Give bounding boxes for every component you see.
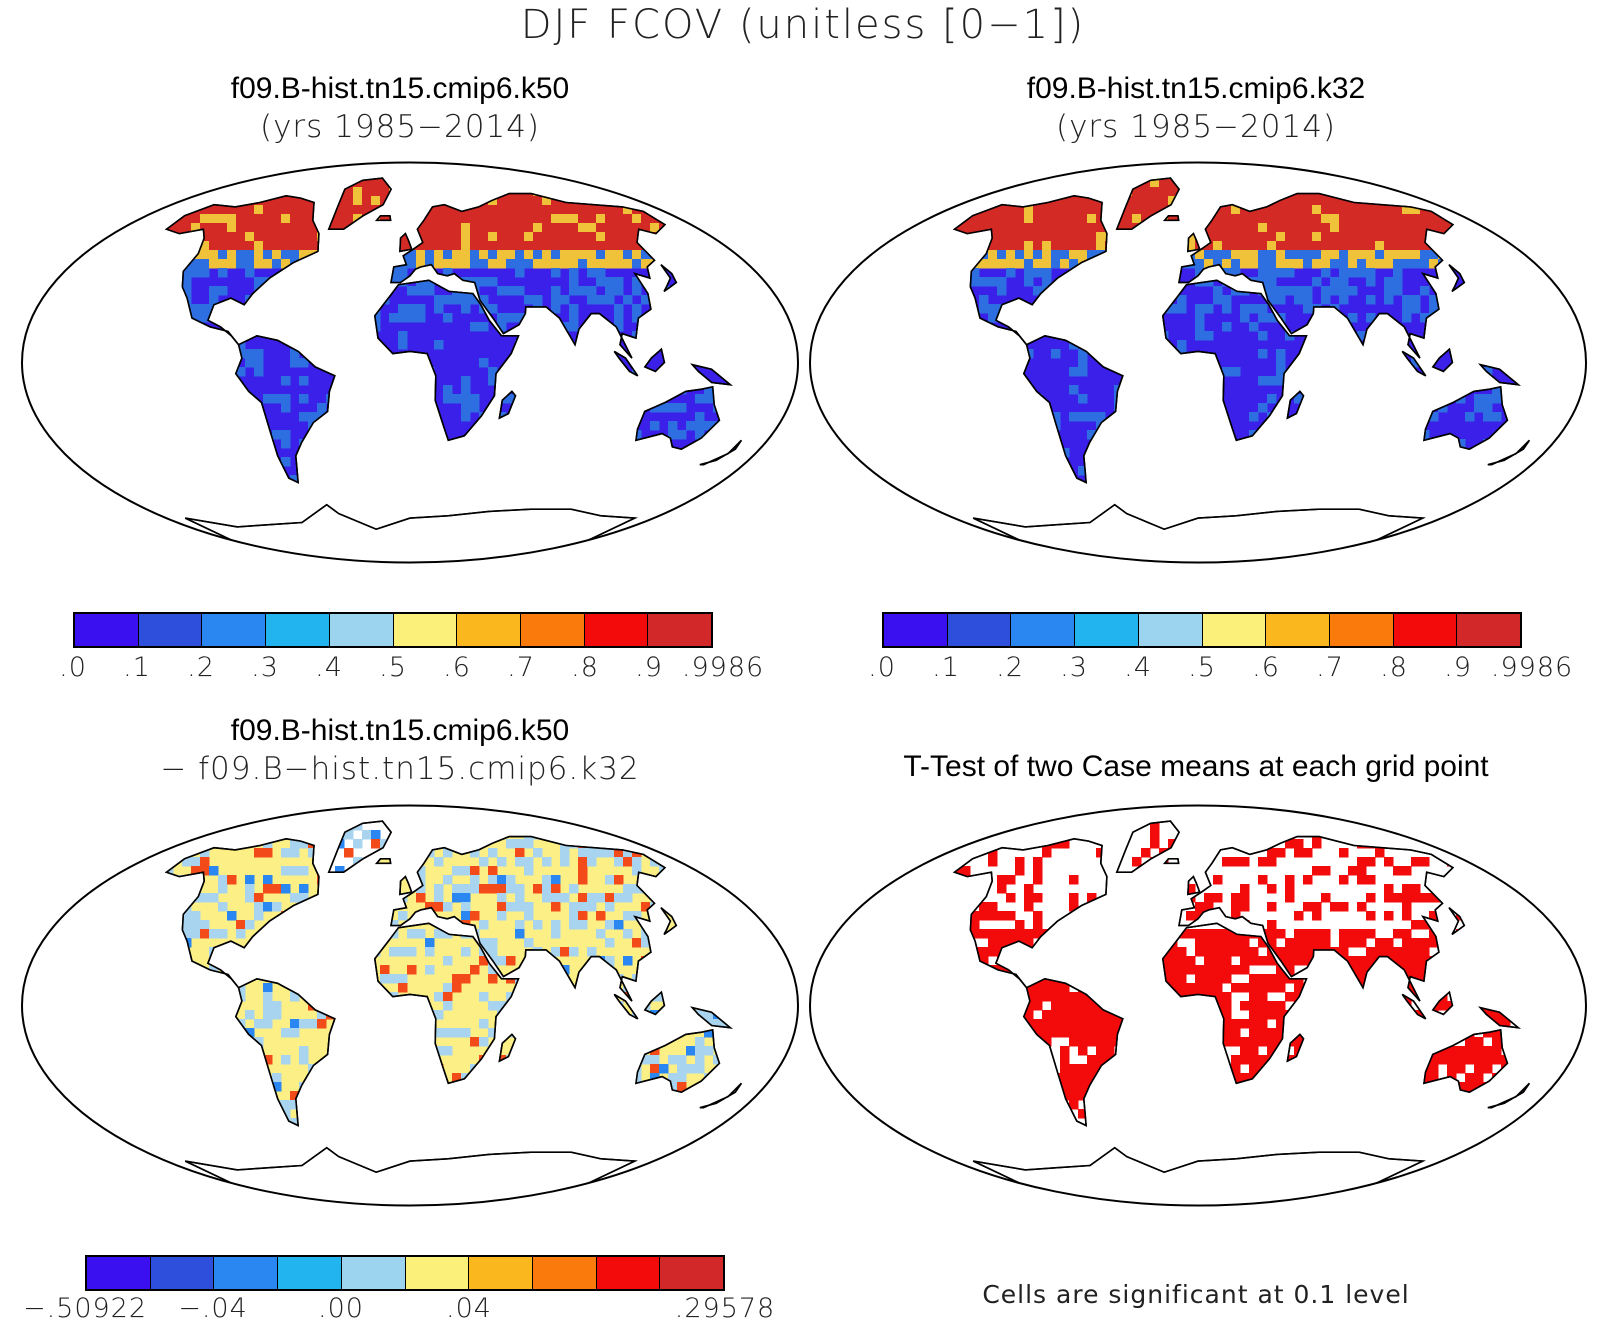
colorbar-tick-label: .2	[187, 652, 215, 683]
colorbar-tick-label: −.50922	[22, 1293, 148, 1324]
land-nz	[699, 1082, 743, 1109]
colorbar-tick-label: .29578	[674, 1293, 776, 1324]
colorbar-swatch	[138, 614, 203, 646]
colorbar-swatch	[660, 1257, 724, 1289]
colorbar-swatch	[648, 614, 712, 646]
colorbar-swatch	[393, 614, 458, 646]
colorbar-swatch	[469, 1257, 533, 1289]
map-k50	[21, 161, 799, 564]
colorbar-tick-label: .5	[379, 652, 407, 683]
colorbar-k50	[73, 612, 713, 648]
colorbar-swatch	[1457, 614, 1521, 646]
land-nz	[1487, 439, 1531, 466]
land-nz	[1487, 1082, 1531, 1109]
land-antarctica	[184, 503, 638, 563]
colorbar-tick-label: .4	[315, 652, 343, 683]
colorbar-k32-ticks: .0 .1 .2 .3 .4 .5 .6 .7 .8 .9 .9986	[868, 652, 1572, 686]
colorbar-tick-label: .3	[1060, 652, 1088, 683]
panel-k50-case-name: f09.B-hist.tn15.cmip6.k50	[230, 72, 570, 105]
colorbar-swatch	[214, 1257, 279, 1289]
colorbar-tick-label: .7	[1316, 652, 1344, 683]
colorbar-difference-ticks: −.50922 −.04 .00 .04 .29578	[23, 1293, 774, 1327]
map-frame	[809, 161, 1587, 564]
colorbar-tick-label: .00	[318, 1293, 364, 1324]
map-frame	[809, 804, 1587, 1207]
map-k32	[809, 161, 1587, 564]
colorbar-tick-label: .9	[635, 652, 663, 683]
panel-title-k32: f09.B-hist.tn15.cmip6.k32 (yrs 1985−2014…	[816, 70, 1576, 146]
colorbar-tick-label: .04	[446, 1293, 492, 1324]
panel-k50-years: (yrs 1985−2014)	[259, 109, 541, 145]
colorbar-swatch	[1011, 614, 1076, 646]
colorbar-tick-label: .9986	[681, 652, 765, 683]
colorbar-swatch	[1138, 614, 1203, 646]
colorbar-swatch	[1075, 614, 1139, 646]
panel-diff-case-b: − f09.B−hist.tn15.cmip6.k32	[160, 751, 640, 787]
colorbar-swatch	[1202, 614, 1267, 646]
colorbar-tick-label: .8	[571, 652, 599, 683]
panel-title-k50: f09.B-hist.tn15.cmip6.k50 (yrs 1985−2014…	[20, 70, 780, 146]
land-samerica	[1022, 335, 1124, 484]
colorbar-swatch	[75, 614, 139, 646]
panel-title-diff: f09.B-hist.tn15.cmip6.k50 − f09.B−hist.t…	[20, 712, 780, 788]
colorbar-swatch	[596, 1257, 661, 1289]
colorbar-swatch	[1329, 614, 1394, 646]
panel-k32-years: (yrs 1985−2014)	[1055, 109, 1337, 145]
colorbar-tick-label: .0	[868, 652, 896, 683]
colorbar-swatch	[341, 1257, 406, 1289]
colorbar-tick-label: .6	[443, 652, 471, 683]
colorbar-swatch	[457, 614, 521, 646]
colorbar-tick-label: −.04	[178, 1293, 248, 1324]
colorbar-swatch	[947, 614, 1012, 646]
colorbar-difference	[85, 1255, 725, 1291]
panel-k32-case-name: f09.B-hist.tn15.cmip6.k32	[1026, 72, 1366, 105]
land-antarctica	[972, 1146, 1426, 1206]
colorbar-tick-label: .0	[59, 652, 87, 683]
colorbar-swatch	[520, 614, 585, 646]
panel-diff-case-a: f09.B-hist.tn15.cmip6.k50	[230, 714, 570, 747]
colorbar-swatch	[405, 1257, 470, 1289]
colorbar-swatch	[150, 1257, 215, 1289]
land-antarctica	[972, 503, 1426, 563]
colorbar-tick-label: .9986	[1490, 652, 1574, 683]
map-difference	[21, 804, 799, 1207]
colorbar-tick-label: .9	[1444, 652, 1472, 683]
map-frame	[21, 161, 799, 564]
colorbar-tick-label: .2	[996, 652, 1024, 683]
colorbar-swatch	[87, 1257, 151, 1289]
colorbar-swatch	[202, 614, 267, 646]
colorbar-tick-label: .5	[1188, 652, 1216, 683]
land-nz	[699, 439, 743, 466]
colorbar-swatch	[884, 614, 948, 646]
colorbar-tick-label: .7	[507, 652, 535, 683]
map-frame	[21, 804, 799, 1207]
panel-title-ttest: T-Test of two Case means at each grid po…	[903, 750, 1489, 783]
colorbar-k50-ticks: .0 .1 .2 .3 .4 .5 .6 .7 .8 .9 .9986	[59, 652, 763, 686]
colorbar-swatch	[329, 614, 394, 646]
colorbar-swatch	[266, 614, 330, 646]
colorbar-tick-label: .6	[1252, 652, 1280, 683]
colorbar-swatch	[1393, 614, 1458, 646]
colorbar-tick-label: .1	[932, 652, 960, 683]
colorbar-tick-label: .3	[251, 652, 279, 683]
colorbar-swatch	[584, 614, 649, 646]
figure-title: DJF FCOV (unitless [0−1])	[520, 2, 1086, 48]
colorbar-swatch	[278, 1257, 342, 1289]
colorbar-tick-label: .8	[1380, 652, 1408, 683]
significance-note: Cells are significant at 0.1 level	[982, 1280, 1410, 1309]
map-ttest	[809, 804, 1587, 1207]
land-antarctica	[184, 1146, 638, 1206]
colorbar-tick-label: .1	[123, 652, 151, 683]
colorbar-k32	[882, 612, 1522, 648]
colorbar-swatch	[1266, 614, 1330, 646]
colorbar-tick-label: .4	[1124, 652, 1152, 683]
colorbar-swatch	[532, 1257, 597, 1289]
